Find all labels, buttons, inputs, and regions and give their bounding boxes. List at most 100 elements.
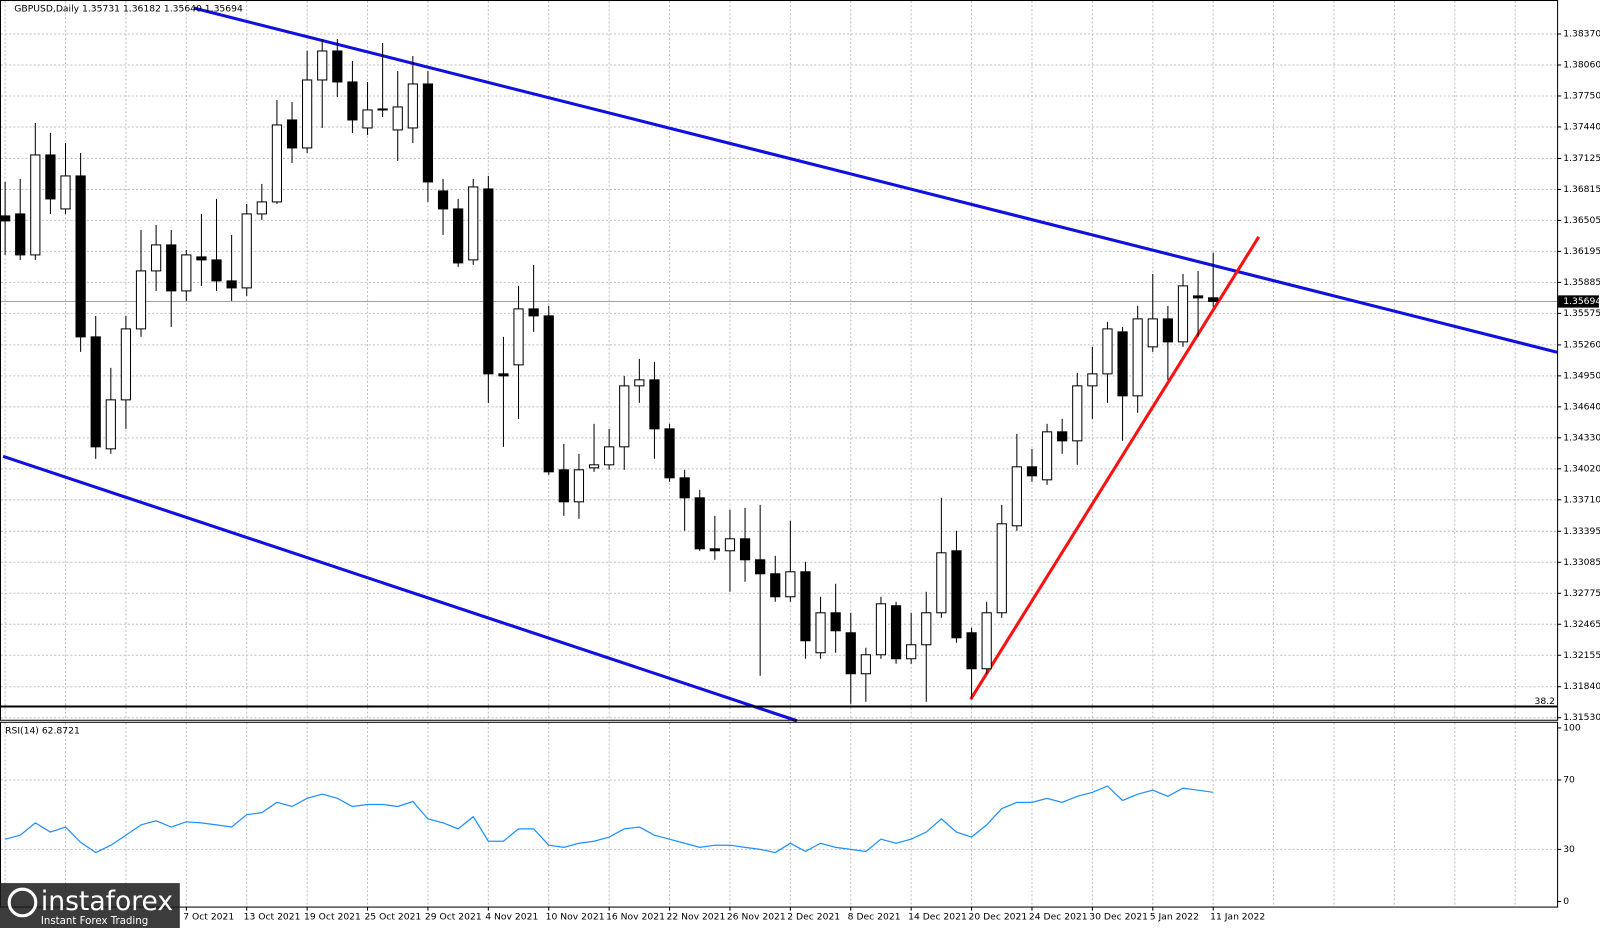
candle-body — [60, 175, 71, 210]
candle-body — [558, 469, 569, 503]
support-trendline — [969, 236, 1261, 701]
x-tick-label: 30 Dec 2021 — [1089, 911, 1148, 922]
candle-body — [151, 244, 162, 272]
candle-body — [966, 632, 977, 670]
candle-body — [528, 308, 539, 317]
candle-body — [347, 81, 358, 121]
candle-body — [1132, 318, 1143, 397]
rsi-pane-border — [0, 721, 1559, 908]
rsi-title: RSI(14) 62.8721 — [5, 725, 80, 736]
y-tick-label: 1.34950 — [1563, 370, 1600, 381]
frame — [0, 0, 1559, 908]
candle-body — [785, 571, 796, 598]
x-tick-label: 19 Oct 2021 — [304, 911, 361, 922]
candle-body — [543, 315, 554, 473]
candle-body — [664, 428, 675, 479]
y-tick-label: 1.36505 — [1563, 215, 1600, 226]
y-tick-label: 1.32465 — [1563, 619, 1600, 630]
candle-body — [422, 83, 434, 183]
x-tick-label: 10 Nov 2021 — [546, 911, 605, 922]
candle-body — [604, 446, 615, 466]
candle-body — [649, 379, 660, 430]
y-tick-label: 1.35885 — [1563, 277, 1600, 288]
candle-body — [1011, 466, 1022, 527]
candle-body — [513, 308, 524, 366]
candle-body — [921, 612, 932, 646]
candle-body — [724, 538, 736, 552]
x-tick-label: 5 Jan 2022 — [1150, 911, 1199, 922]
y-tick-label: 1.34330 — [1563, 432, 1600, 443]
rsi-line — [4, 785, 1214, 854]
logo: instaforex Instant Forex Trading — [0, 883, 180, 928]
y-tick-label: 1.35260 — [1563, 339, 1600, 350]
candle-body — [739, 538, 751, 561]
x-tick-label: 4 Nov 2021 — [485, 911, 538, 922]
candle-body — [0, 215, 11, 222]
y-tick-label: 1.31840 — [1563, 681, 1600, 692]
candle-body — [166, 244, 177, 292]
y-tick-label: 1.34020 — [1563, 463, 1600, 474]
candle-body — [211, 259, 222, 282]
candle-body — [860, 654, 871, 675]
y-tick-label: 1.32775 — [1563, 588, 1600, 599]
x-tick-label: 7 Oct 2021 — [183, 911, 234, 922]
y-tick-label: 1.33395 — [1563, 526, 1600, 537]
candle-body — [906, 644, 917, 660]
candle-body — [1041, 431, 1053, 481]
x-tick-label: 25 Oct 2021 — [364, 911, 421, 922]
candle-body — [1102, 328, 1113, 375]
candle-body — [634, 379, 645, 387]
x-tick-label: 24 Dec 2021 — [1029, 911, 1088, 922]
current-price-label: 1.35694 — [1563, 296, 1600, 307]
y-tick-label: 1.37750 — [1563, 90, 1600, 101]
candle-body — [302, 79, 313, 149]
candle-body — [875, 603, 887, 656]
candle-body — [362, 109, 373, 129]
candle-body — [996, 523, 1007, 614]
candle-body — [377, 108, 388, 111]
candle-body — [45, 154, 56, 200]
candle-body — [226, 280, 237, 289]
candle-body — [392, 106, 403, 131]
candle-body — [830, 612, 841, 632]
candle-body — [332, 50, 343, 83]
main-pane-border — [0, 0, 1559, 721]
candle-body — [1087, 373, 1098, 387]
y-tick-label: 1.37125 — [1563, 153, 1600, 164]
candle-body — [1147, 318, 1158, 348]
y-tick-label: 1.38370 — [1563, 28, 1600, 39]
candle-body — [437, 190, 449, 210]
candle-body — [890, 605, 902, 660]
candle-body — [135, 270, 147, 330]
candle-body — [196, 256, 207, 261]
x-tick-label: 11 Jan 2022 — [1210, 911, 1265, 922]
candle-body — [1208, 297, 1219, 302]
candle-body — [755, 559, 766, 575]
y-tick-label: 1.31530 — [1563, 712, 1600, 723]
y-tick-label: 1.35575 — [1563, 308, 1600, 319]
candle-body — [483, 188, 494, 375]
candle-body — [1057, 431, 1068, 442]
candle-body — [709, 548, 720, 552]
candle-body — [815, 612, 826, 654]
candle-body — [256, 201, 267, 215]
candle-body — [120, 328, 132, 401]
y-tick-label: 1.37440 — [1563, 121, 1600, 132]
upper-trendline — [193, 6, 1558, 354]
y-tick-label: 1.36815 — [1563, 184, 1600, 195]
logo-tagline: Instant Forex Trading — [41, 916, 148, 927]
y-tick-label: 100 — [1563, 722, 1581, 733]
candle-body — [105, 399, 116, 450]
candle-body — [90, 336, 101, 448]
y-tick-label: 1.33085 — [1563, 557, 1600, 568]
candle-body — [679, 477, 690, 499]
x-tick-label: 26 Nov 2021 — [727, 911, 786, 922]
y-tick-label: 1.38060 — [1563, 59, 1600, 70]
x-tick-label: 2 Dec 2021 — [787, 911, 840, 922]
candle-body — [694, 497, 705, 550]
candle-body — [30, 154, 41, 256]
y-tick-label: 1.32155 — [1563, 650, 1600, 661]
